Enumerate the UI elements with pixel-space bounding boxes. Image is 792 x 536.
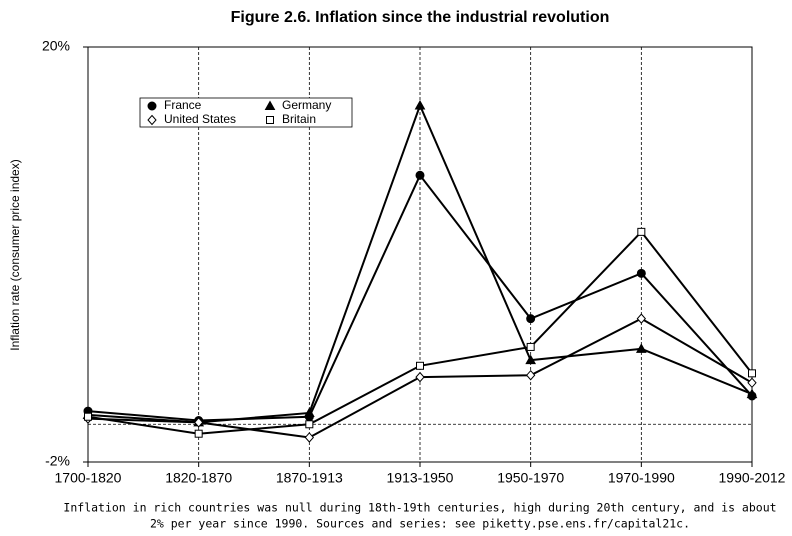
data-point xyxy=(525,369,536,381)
data-point xyxy=(747,377,757,389)
data-point xyxy=(636,268,646,278)
x-tick-label: 1870-1913 xyxy=(276,470,343,486)
data-point xyxy=(746,388,758,399)
legend-label: Britain xyxy=(282,112,316,126)
x-tick-label: 1913-1950 xyxy=(387,470,454,486)
x-tick-label: 1990-2012 xyxy=(719,470,786,486)
data-point xyxy=(84,412,92,421)
legend-label: France xyxy=(164,98,202,112)
x-tick-label: 1950-1970 xyxy=(497,470,564,486)
data-point xyxy=(305,420,314,429)
data-point xyxy=(415,371,425,383)
note: Inflation in rich countries was null dur… xyxy=(63,501,776,515)
legend-marker xyxy=(266,116,274,124)
x-tick-label: 1970-1990 xyxy=(608,470,675,486)
data-point xyxy=(193,417,204,428)
data-point xyxy=(194,429,203,438)
data-point xyxy=(635,343,647,353)
x-tick-label: 1820-1870 xyxy=(165,470,232,486)
data-point xyxy=(636,313,647,324)
x-tick-label: 1700-1820 xyxy=(55,470,122,486)
legend-marker xyxy=(147,101,157,111)
data-point xyxy=(637,227,646,236)
data-point xyxy=(303,407,315,417)
data-point xyxy=(416,361,424,370)
chart-title: Figure 2.6. Inflation since the industri… xyxy=(231,9,610,26)
data-point xyxy=(414,99,426,110)
data-point xyxy=(415,170,425,180)
legend-box xyxy=(139,97,353,128)
legend-label: Germany xyxy=(282,98,331,112)
data-point xyxy=(304,432,315,443)
note: 2% per year since 1990. Sources and seri… xyxy=(150,517,690,531)
data-point xyxy=(748,369,756,378)
legend-marker xyxy=(147,114,157,126)
y-axis-label: Inflation rate (consumer price index) xyxy=(8,159,22,350)
data-point xyxy=(525,354,537,365)
y-tick-label: -2% xyxy=(45,453,70,469)
data-point xyxy=(526,342,535,351)
y-tick-label: 20% xyxy=(42,38,70,54)
data-point xyxy=(526,314,536,324)
legend-marker xyxy=(264,100,276,110)
legend-label: United States xyxy=(164,112,236,126)
